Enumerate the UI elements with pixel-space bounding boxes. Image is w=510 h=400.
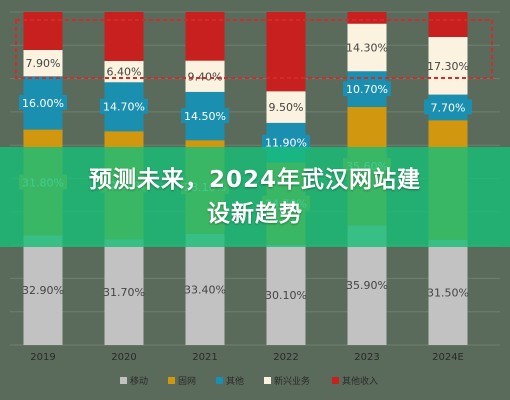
bar-segment xyxy=(347,12,387,24)
legend-swatch xyxy=(120,377,127,384)
data-label-bg xyxy=(19,94,67,110)
x-tick-label: 2022 xyxy=(273,352,298,363)
data-label-bg xyxy=(262,134,310,150)
data-label-bg xyxy=(181,108,229,124)
legend-label: 新兴业务 xyxy=(274,375,310,387)
title-banner: 预测未来，2024年武汉网站建 设新趋势 xyxy=(0,147,510,247)
data-label: 7.90% xyxy=(26,57,61,70)
bar-segment xyxy=(23,12,63,50)
bar-segment xyxy=(428,36,468,95)
data-label: 32.90% xyxy=(22,284,64,297)
legend-swatch xyxy=(216,377,223,384)
bar-segment xyxy=(428,240,468,345)
legend-label: 移动 xyxy=(130,375,148,387)
x-tick-label: 2020 xyxy=(111,352,136,363)
data-label: 9.50% xyxy=(269,101,304,114)
data-label: 14.50% xyxy=(184,110,226,123)
data-label: 11.90% xyxy=(265,137,307,150)
data-label: 9.40% xyxy=(188,70,223,83)
bar-segment xyxy=(185,60,225,92)
data-label-bg xyxy=(343,81,391,97)
data-label: 16.00% xyxy=(22,97,64,110)
x-tick-label: 2023 xyxy=(354,352,379,363)
bar-segment xyxy=(23,49,63,77)
bar-segment xyxy=(104,60,144,83)
data-label: 17.30% xyxy=(427,60,469,73)
data-label: 31.70% xyxy=(103,286,145,299)
legend-swatch xyxy=(168,377,175,384)
bar-segment xyxy=(104,239,144,345)
bar-segment xyxy=(266,244,306,345)
data-label: 10.70% xyxy=(346,83,388,96)
legend-label: 其他 xyxy=(226,375,244,387)
data-label: 14.70% xyxy=(103,101,145,114)
data-label: 30.10% xyxy=(265,289,307,302)
bar-segment xyxy=(266,12,306,92)
data-label: 31.50% xyxy=(427,287,469,300)
data-label-bg xyxy=(424,99,472,115)
data-label: 33.40% xyxy=(184,283,226,296)
legend-swatch xyxy=(332,377,339,384)
x-tick-label: 2024E xyxy=(432,352,464,363)
banner-title-line-1: 预测未来，2024年武汉网站建 xyxy=(88,167,421,193)
bar-segment xyxy=(266,91,306,123)
x-tick-label: 2019 xyxy=(30,352,55,363)
bar-segment xyxy=(428,12,468,37)
data-label: 6.40% xyxy=(107,66,142,79)
legend-label: 其他收入 xyxy=(342,375,378,387)
x-tick-label: 2021 xyxy=(192,352,217,363)
legend: 移动 固网 其他 新兴业务 其他收入 xyxy=(120,375,378,387)
bar-segment xyxy=(185,233,225,345)
x-axis: 2019 2020 2021 2022 2023 2024E xyxy=(30,352,464,363)
bar-segment xyxy=(23,235,63,345)
data-label-bg xyxy=(100,98,148,114)
data-label: 7.70% xyxy=(431,101,466,114)
data-label: 35.90% xyxy=(346,279,388,292)
banner-title-line-2: 设新趋势 xyxy=(207,201,303,227)
legend-label: 固网 xyxy=(178,376,196,387)
data-label: 14.30% xyxy=(346,41,388,54)
bar-segment xyxy=(347,23,387,72)
highlight-box xyxy=(15,19,493,79)
legend-swatch xyxy=(264,377,271,384)
